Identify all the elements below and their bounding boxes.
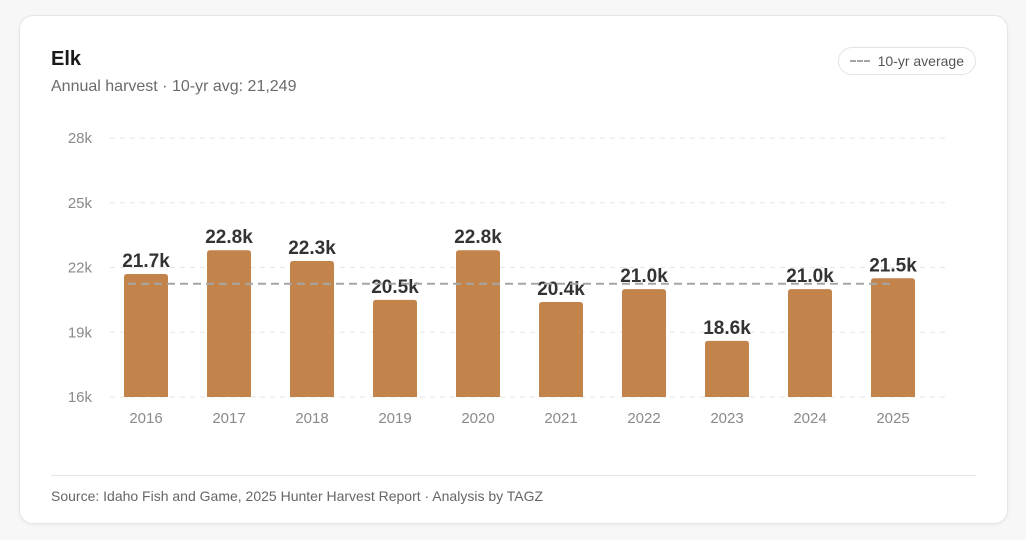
bar: [124, 273, 168, 397]
x-tick-label: 2023: [710, 410, 743, 427]
data-label: 21.0k: [620, 266, 668, 287]
data-label: 20.4k: [537, 279, 585, 300]
data-label: 21.0k: [786, 266, 834, 287]
y-tick-label: 25k: [68, 195, 93, 212]
y-tick-label: 16k: [68, 389, 93, 406]
bar: [207, 250, 251, 397]
legend-label: 10-yr average: [877, 53, 964, 69]
data-label: 18.6k: [703, 318, 751, 339]
x-tick-label: 2018: [295, 410, 328, 427]
bar: [788, 289, 832, 397]
bar: [622, 289, 666, 397]
x-tick-label: 2024: [793, 410, 826, 427]
bar: [456, 250, 500, 397]
y-tick-label: 22k: [68, 260, 93, 277]
data-label: 20.5k: [371, 277, 419, 298]
dashed-line-icon: [849, 60, 870, 62]
data-label: 21.7k: [122, 251, 170, 272]
data-label: 22.8k: [205, 227, 253, 248]
y-tick-label: 19k: [68, 324, 93, 341]
x-tick-label: 2016: [129, 410, 162, 427]
x-tick-label: 2022: [627, 410, 660, 427]
data-label: 21.5k: [869, 255, 917, 276]
x-tick-label: 2025: [876, 410, 909, 427]
chart-subtitle: Annual harvest · 10-yr avg: 21,249: [51, 78, 297, 95]
chart-title: Elk: [51, 48, 82, 70]
chart-card: Elk Annual harvest · 10-yr avg: 21,249 1…: [19, 15, 1008, 524]
bar-chart: 16k 19k 22k 25k 28k 21.7k 2016 22.8k 2017 22.3k 20…: [68, 130, 945, 427]
x-tick-label: 2020: [461, 410, 494, 427]
bar: [539, 302, 583, 397]
data-label: 22.8k: [454, 227, 502, 248]
bar: [290, 261, 334, 397]
legend: 10-yr average: [837, 47, 976, 75]
x-tick-label: 2019: [378, 410, 411, 427]
data-label: 22.3k: [288, 238, 336, 259]
bar: [705, 340, 749, 397]
bar: [373, 299, 417, 397]
x-tick-label: 2021: [544, 410, 577, 427]
bar: [871, 278, 915, 397]
divider: [51, 475, 976, 476]
x-tick-label: 2017: [212, 410, 245, 427]
y-tick-label: 28k: [68, 130, 93, 147]
source-note: Source: Idaho Fish and Game, 2025 Hunter…: [51, 488, 544, 504]
